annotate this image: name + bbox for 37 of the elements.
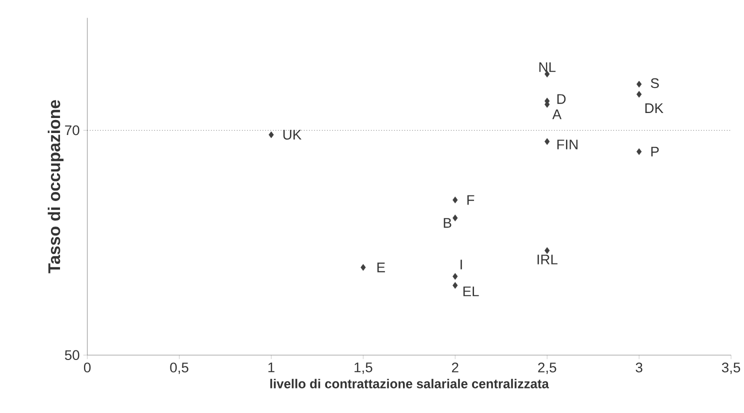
point <box>360 264 366 271</box>
annotation: I <box>460 260 462 270</box>
point <box>452 273 458 280</box>
point <box>636 80 642 88</box>
annotation: A <box>552 110 562 120</box>
x-tick-label: 2 <box>452 362 458 372</box>
annotation: UK <box>283 130 302 140</box>
x-tick-label: 3 <box>636 362 642 373</box>
point <box>544 247 550 254</box>
y-tick-label: 50 <box>64 350 80 360</box>
annotation: B <box>444 218 452 228</box>
point <box>636 148 642 156</box>
y-tick-label: 70 <box>65 126 80 136</box>
point <box>452 196 458 204</box>
annotation: FIN <box>557 140 578 150</box>
annotation: IRL <box>538 254 558 264</box>
x-axis-title: livello di contrattazione salariale centralizzata <box>270 379 549 389</box>
x-tick-label: 1,5 <box>354 362 372 374</box>
point <box>636 91 642 98</box>
point <box>452 214 458 222</box>
point <box>268 132 274 138</box>
annotation: DK <box>645 104 664 114</box>
x-tick-label: 0 <box>84 362 91 373</box>
annotation: NL <box>539 62 556 72</box>
annotation: P <box>651 147 659 157</box>
annotation: F <box>467 195 474 205</box>
point <box>544 138 550 146</box>
x-tick-label: 3,5 <box>722 362 740 374</box>
x-tick-label: 2,5 <box>538 362 556 374</box>
annotation: S <box>650 78 659 88</box>
point <box>452 282 458 289</box>
x-tick-label: 0,5 <box>170 362 188 374</box>
y-axis-title: Tasso di occupazione <box>48 100 64 274</box>
x-tick-label: 1 <box>268 362 274 372</box>
annotation: EL <box>463 286 479 296</box>
annotation: D <box>557 94 566 104</box>
annotation: E <box>377 262 385 272</box>
